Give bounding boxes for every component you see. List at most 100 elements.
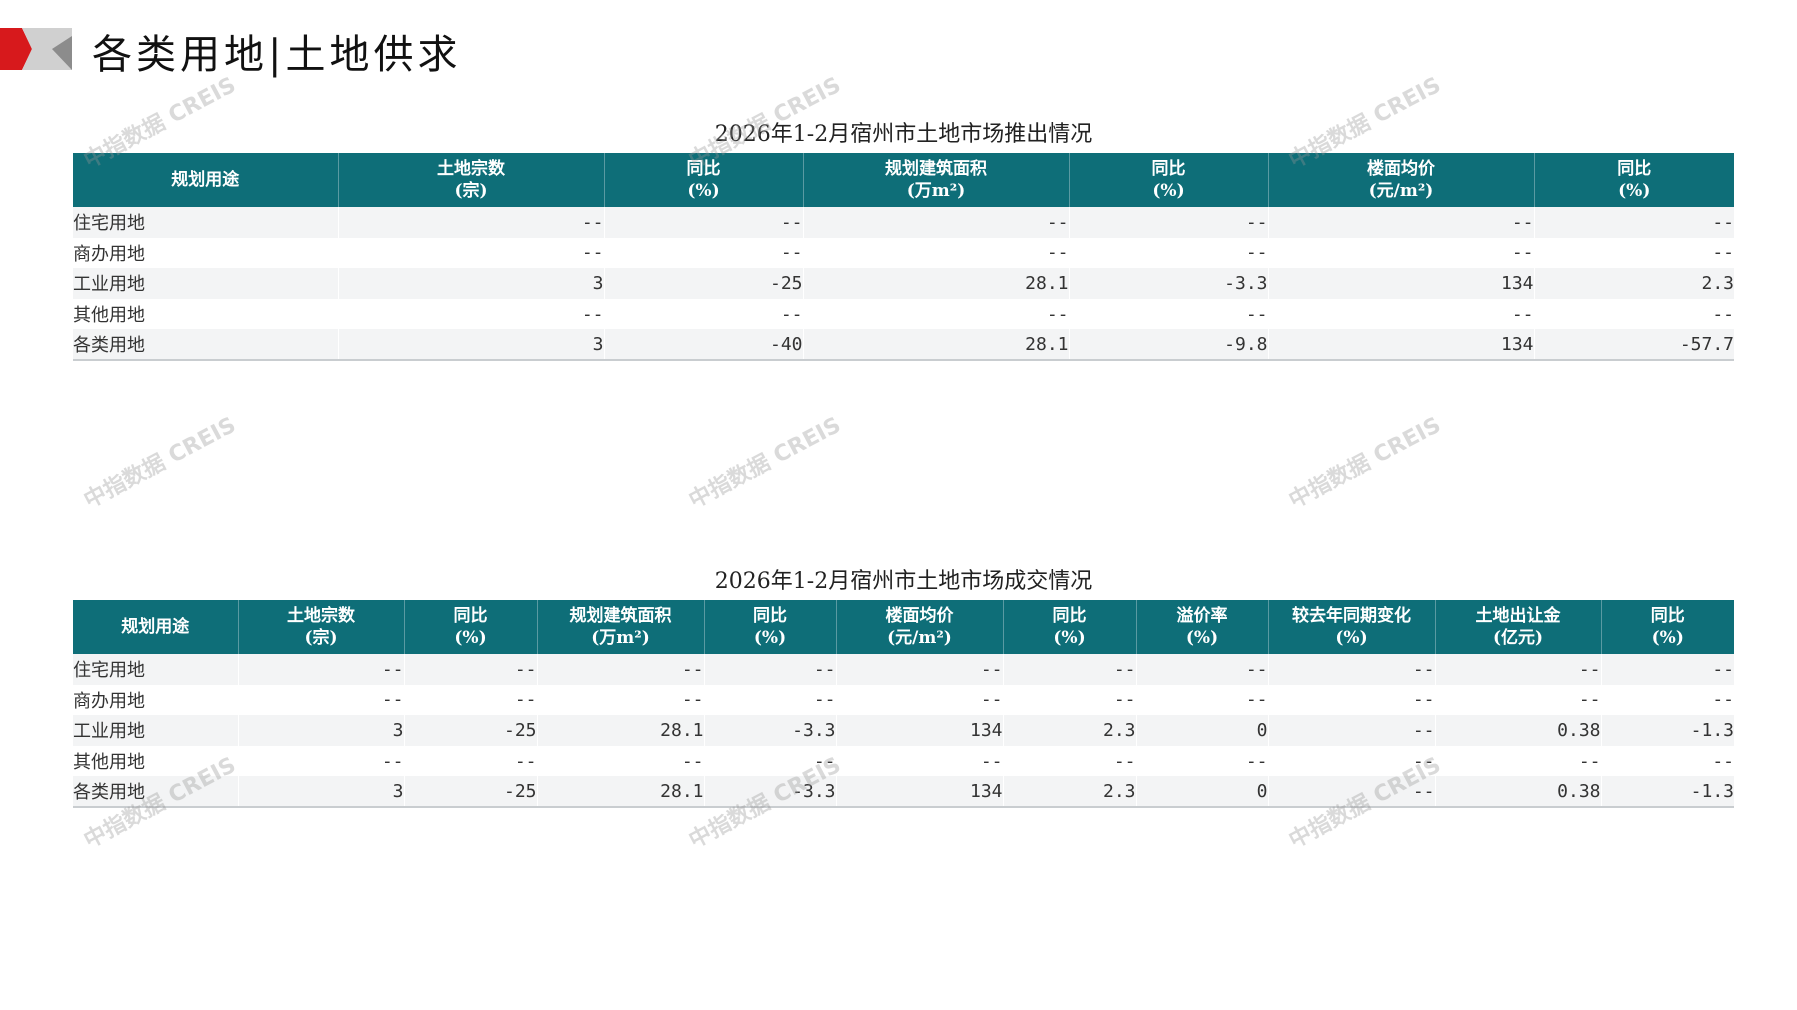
column-header-line: 较去年同期变化	[1292, 606, 1411, 626]
column-header-line: (元/m²)	[1368, 181, 1434, 201]
table-cell: --	[337, 207, 604, 238]
row-label: 住宅用地	[73, 654, 238, 685]
column-header-line: 土地宗数	[287, 606, 355, 626]
table-row: 各类用地 3 -40 28.1 -9.8 134 -57.7	[73, 329, 1734, 361]
table-cell: --	[1267, 654, 1435, 685]
column-header-line: 同比	[1151, 159, 1186, 179]
column-header: 同比 (%)	[1533, 153, 1734, 207]
table-cell: --	[1267, 715, 1435, 746]
table-cell: --	[337, 298, 604, 330]
column-header-line: (万m²)	[591, 628, 650, 648]
row-label: 商办用地	[73, 243, 145, 265]
table-cell: -3.3	[703, 776, 836, 808]
table-cell: --	[802, 207, 1069, 238]
table-cell: 2.3	[1002, 776, 1136, 808]
row-label: 各类用地	[73, 776, 238, 808]
supply-table: 规划用途 土地宗数 (宗) 同比 (%) 规划建筑面积 (万m²) 同比 (%) 楼面均价 (元/m…	[73, 153, 1734, 361]
column-header-line: (元/m²)	[887, 628, 952, 648]
table-cell: 134	[835, 715, 1003, 746]
column-header-line: 楼面均价	[1367, 159, 1435, 179]
table-cell: --	[1533, 207, 1734, 238]
column-header-line: (%)	[1618, 181, 1651, 201]
column-header-line: 规划用途	[171, 170, 240, 190]
column-header: 同比 (%)	[1600, 600, 1734, 654]
column-header: 土地宗数 (宗)	[237, 600, 404, 654]
column-header: 较去年同期变化 (%)	[1267, 600, 1435, 654]
table-cell: 2.3	[1002, 715, 1136, 746]
column-header: 楼面均价 (元/m²)	[1267, 153, 1534, 207]
table-cell: --	[1068, 298, 1268, 330]
table-cell: --	[835, 684, 1003, 716]
table-cell: --	[337, 237, 604, 269]
table-cell: --	[1135, 684, 1268, 716]
table-cell: 0	[1135, 776, 1268, 808]
table-cell: --	[1533, 237, 1734, 269]
table-cell: --	[237, 684, 404, 716]
logo-icon	[0, 28, 72, 70]
table-row: 商办用地 -- -- -- -- -- -- -- -- -- --	[73, 684, 1734, 716]
table-cell: 28.1	[536, 776, 704, 808]
table-cell: --	[1002, 654, 1136, 685]
table-cell: -25	[603, 268, 803, 299]
table-cell: --	[1267, 298, 1534, 330]
row-label: 其他用地	[73, 305, 145, 327]
table-cell: --	[1002, 684, 1136, 716]
table-cell: --	[603, 298, 803, 330]
table-cell: -25	[403, 776, 537, 808]
table-cell: -57.7	[1533, 329, 1734, 361]
column-header-line: (%)	[454, 628, 487, 648]
column-header: 同比 (%)	[1002, 600, 1136, 654]
table-cell: --	[237, 654, 404, 685]
table-cell: --	[1267, 776, 1435, 808]
watermark: 中指数据 CREIS	[685, 412, 846, 514]
table-cell: --	[237, 745, 404, 777]
table-cell: --	[1135, 745, 1268, 777]
column-header-line: 楼面均价	[885, 606, 954, 626]
column-header-line: 同比	[453, 606, 488, 626]
table-cell: --	[1068, 207, 1268, 238]
table-cell: --	[703, 654, 836, 685]
watermark: 中指数据 CREIS	[80, 412, 241, 514]
table-cell: 3	[237, 715, 404, 746]
table-cell: --	[1600, 745, 1734, 777]
table-cell: --	[1434, 745, 1601, 777]
table-cell: --	[1267, 207, 1534, 238]
column-header: 楼面均价 (元/m²)	[835, 600, 1003, 654]
column-header-line: (亿元)	[1492, 628, 1544, 648]
table-cell: --	[1533, 298, 1734, 330]
table-row: 各类用地 3 -25 28.1 -3.3 134 2.3 0 -- 0.38 -1.3	[73, 776, 1734, 808]
column-header: 土地宗数 (宗)	[337, 153, 604, 207]
table-cell: --	[536, 745, 704, 777]
supply-table-title: 2026年1-2月宿州市土地市场推出情况	[714, 122, 1093, 147]
table-cell: --	[603, 237, 803, 269]
column-header-line: (%)	[1152, 181, 1185, 201]
column-header: 规划用途	[73, 153, 338, 207]
table-cell: 3	[337, 329, 604, 361]
row-label: 其他用地	[73, 752, 145, 774]
table-cell: --	[536, 684, 704, 716]
column-header-line: (万m²)	[906, 181, 966, 201]
column-header-line: 规划用途	[121, 617, 190, 637]
column-header-line: 规划建筑面积	[569, 606, 672, 626]
column-header: 同比 (%)	[603, 153, 803, 207]
column-header-line: 规划建筑面积	[885, 159, 987, 179]
column-header: 土地出让金 (亿元)	[1434, 600, 1601, 654]
table-cell: 134	[1267, 329, 1534, 361]
table-cell: --	[1002, 745, 1136, 777]
table-cell: --	[1068, 237, 1268, 269]
table-cell: --	[403, 684, 537, 716]
table-cell: --	[1600, 684, 1734, 716]
column-header-line: 土地宗数	[437, 159, 505, 179]
column-header-line: 溢价率	[1176, 606, 1228, 626]
column-header-line: 同比	[686, 159, 721, 179]
column-header: 规划用途	[73, 600, 238, 654]
table-row: 住宅用地 -- -- -- -- -- -- -- -- -- --	[73, 654, 1734, 685]
table-cell: --	[1267, 237, 1534, 269]
column-header-line: 土地出让金	[1475, 606, 1561, 626]
table-cell: --	[703, 684, 836, 716]
row-label: 工业用地	[73, 268, 338, 299]
table-cell: --	[1434, 684, 1601, 716]
table-cell: 0.38	[1434, 715, 1601, 746]
table-cell: -9.8	[1068, 329, 1268, 361]
row-label: 工业用地	[73, 715, 238, 746]
